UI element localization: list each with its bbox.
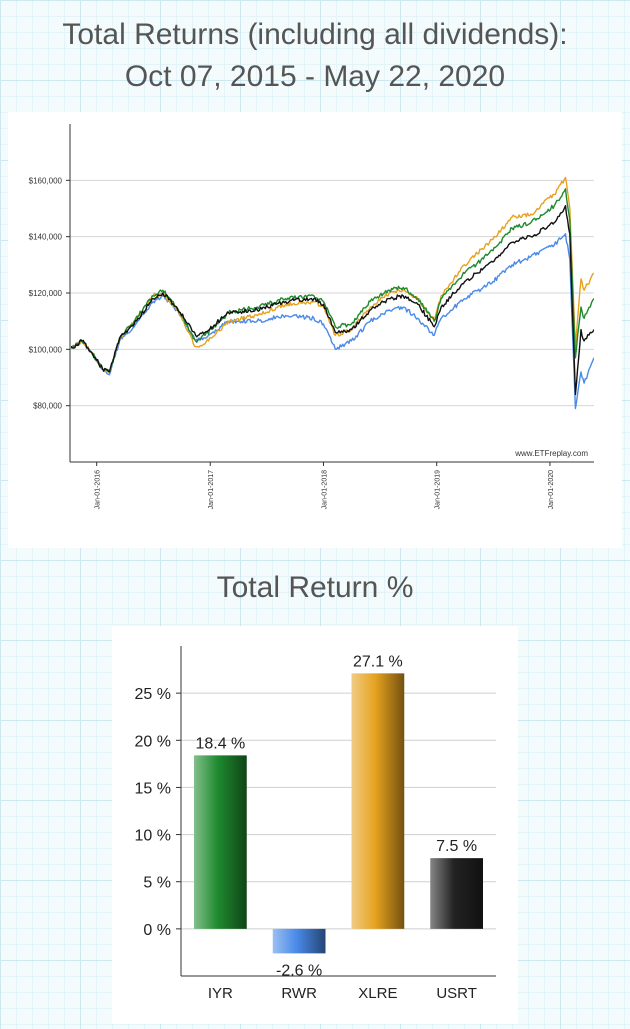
line-chart-y-tick-label: $160,000 [29, 176, 63, 185]
bar-value-label: 18.4 % [195, 735, 245, 752]
line-chart-x-tick-label: Jan-01-2018 [321, 470, 328, 509]
bar-chart-panel: 0 % 5 % 10 % 15 % 20 % 25 % IYR RWR XLRE USRT 18… [112, 626, 518, 1024]
bar-iyr [193, 755, 247, 929]
line-chart-x-tick-label: Jan-01-2017 [208, 470, 215, 509]
line-chart-y-tick-label: $120,000 [29, 289, 63, 298]
bar-value-label: 27.1 % [353, 653, 403, 670]
bar-chart-y-ticks: 0 % 5 % 10 % 15 % 20 % 25 % [135, 686, 181, 939]
line-chart-x-tick-label: Jan-01-2019 [435, 470, 442, 509]
page-title: Total Returns (including all dividends):… [0, 14, 630, 98]
bar-chart-title: Total Return % [216, 571, 414, 604]
bar-value-label: -2.6 % [276, 962, 322, 979]
bar-chart-y-tick-label: 10 % [135, 828, 171, 845]
bar-xlre [351, 673, 405, 929]
line-series-2 [71, 188, 594, 373]
bar-chart-value-labels: 18.4 % -2.6 % 27.1 % 7.5 % [195, 653, 477, 979]
line-chart-grid [70, 179, 594, 407]
line-chart: $80,000$100,000$120,000$140,000$160,000 … [29, 124, 594, 509]
bar-chart-x-ticks: IYR RWR XLRE USRT [208, 985, 477, 1002]
bar-chart-x-tick-label: XLRE [358, 985, 397, 1002]
line-chart-y-tick-label: $100,000 [29, 345, 63, 354]
page-title-line-2: Oct 07, 2015 - May 22, 2020 [124, 60, 506, 93]
line-chart-panel: $80,000 $100,000 $120,000 $140,000 $160,000 … [8, 112, 622, 548]
line-chart-x-tick-label: Jan-01-2020 [548, 470, 555, 509]
bar-chart-x-tick-label: USRT [436, 985, 477, 1002]
bar-chart-x-tick-label: IYR [208, 985, 233, 1002]
line-series-0 [71, 233, 594, 410]
bar-usrt [430, 858, 484, 929]
bar-chart-y-tick-label: 15 % [135, 780, 171, 797]
bar-chart-x-tick-label: RWR [281, 985, 317, 1002]
bar-chart: 0 % 5 % 10 % 15 % 20 % 25 % IYR RWR XLRE USRT 18… [135, 646, 496, 1002]
line-chart-series [71, 176, 594, 410]
line-series-3 [71, 204, 594, 396]
line-chart-y-tick-label: $80,000 [33, 402, 62, 411]
bar-chart-y-tick-label: 0 % [143, 922, 171, 939]
page-title-line-1: Total Returns (including all dividends): [62, 18, 568, 51]
bar-value-label: 7.5 % [436, 838, 477, 855]
line-chart-x-ticks: Jan-01-2016 Jan-01-2017 Jan-01-2018 Jan-01-… [95, 462, 555, 509]
bar-rwr [272, 928, 326, 954]
bar-chart-y-tick-label: 5 % [143, 875, 171, 892]
bar-chart-bars [193, 673, 484, 954]
line-chart-x-tick-label: Jan-01-2016 [95, 470, 102, 509]
line-chart-y-ticks: $80,000 $100,000 $120,000 $140,000 $160,000 [29, 176, 70, 411]
line-chart-y-tick-label: $140,000 [29, 233, 63, 242]
bar-chart-y-tick-label: 25 % [135, 686, 171, 703]
bar-chart-y-tick-label: 20 % [135, 733, 171, 750]
watermark-text: www.ETFreplay.com [514, 449, 588, 458]
